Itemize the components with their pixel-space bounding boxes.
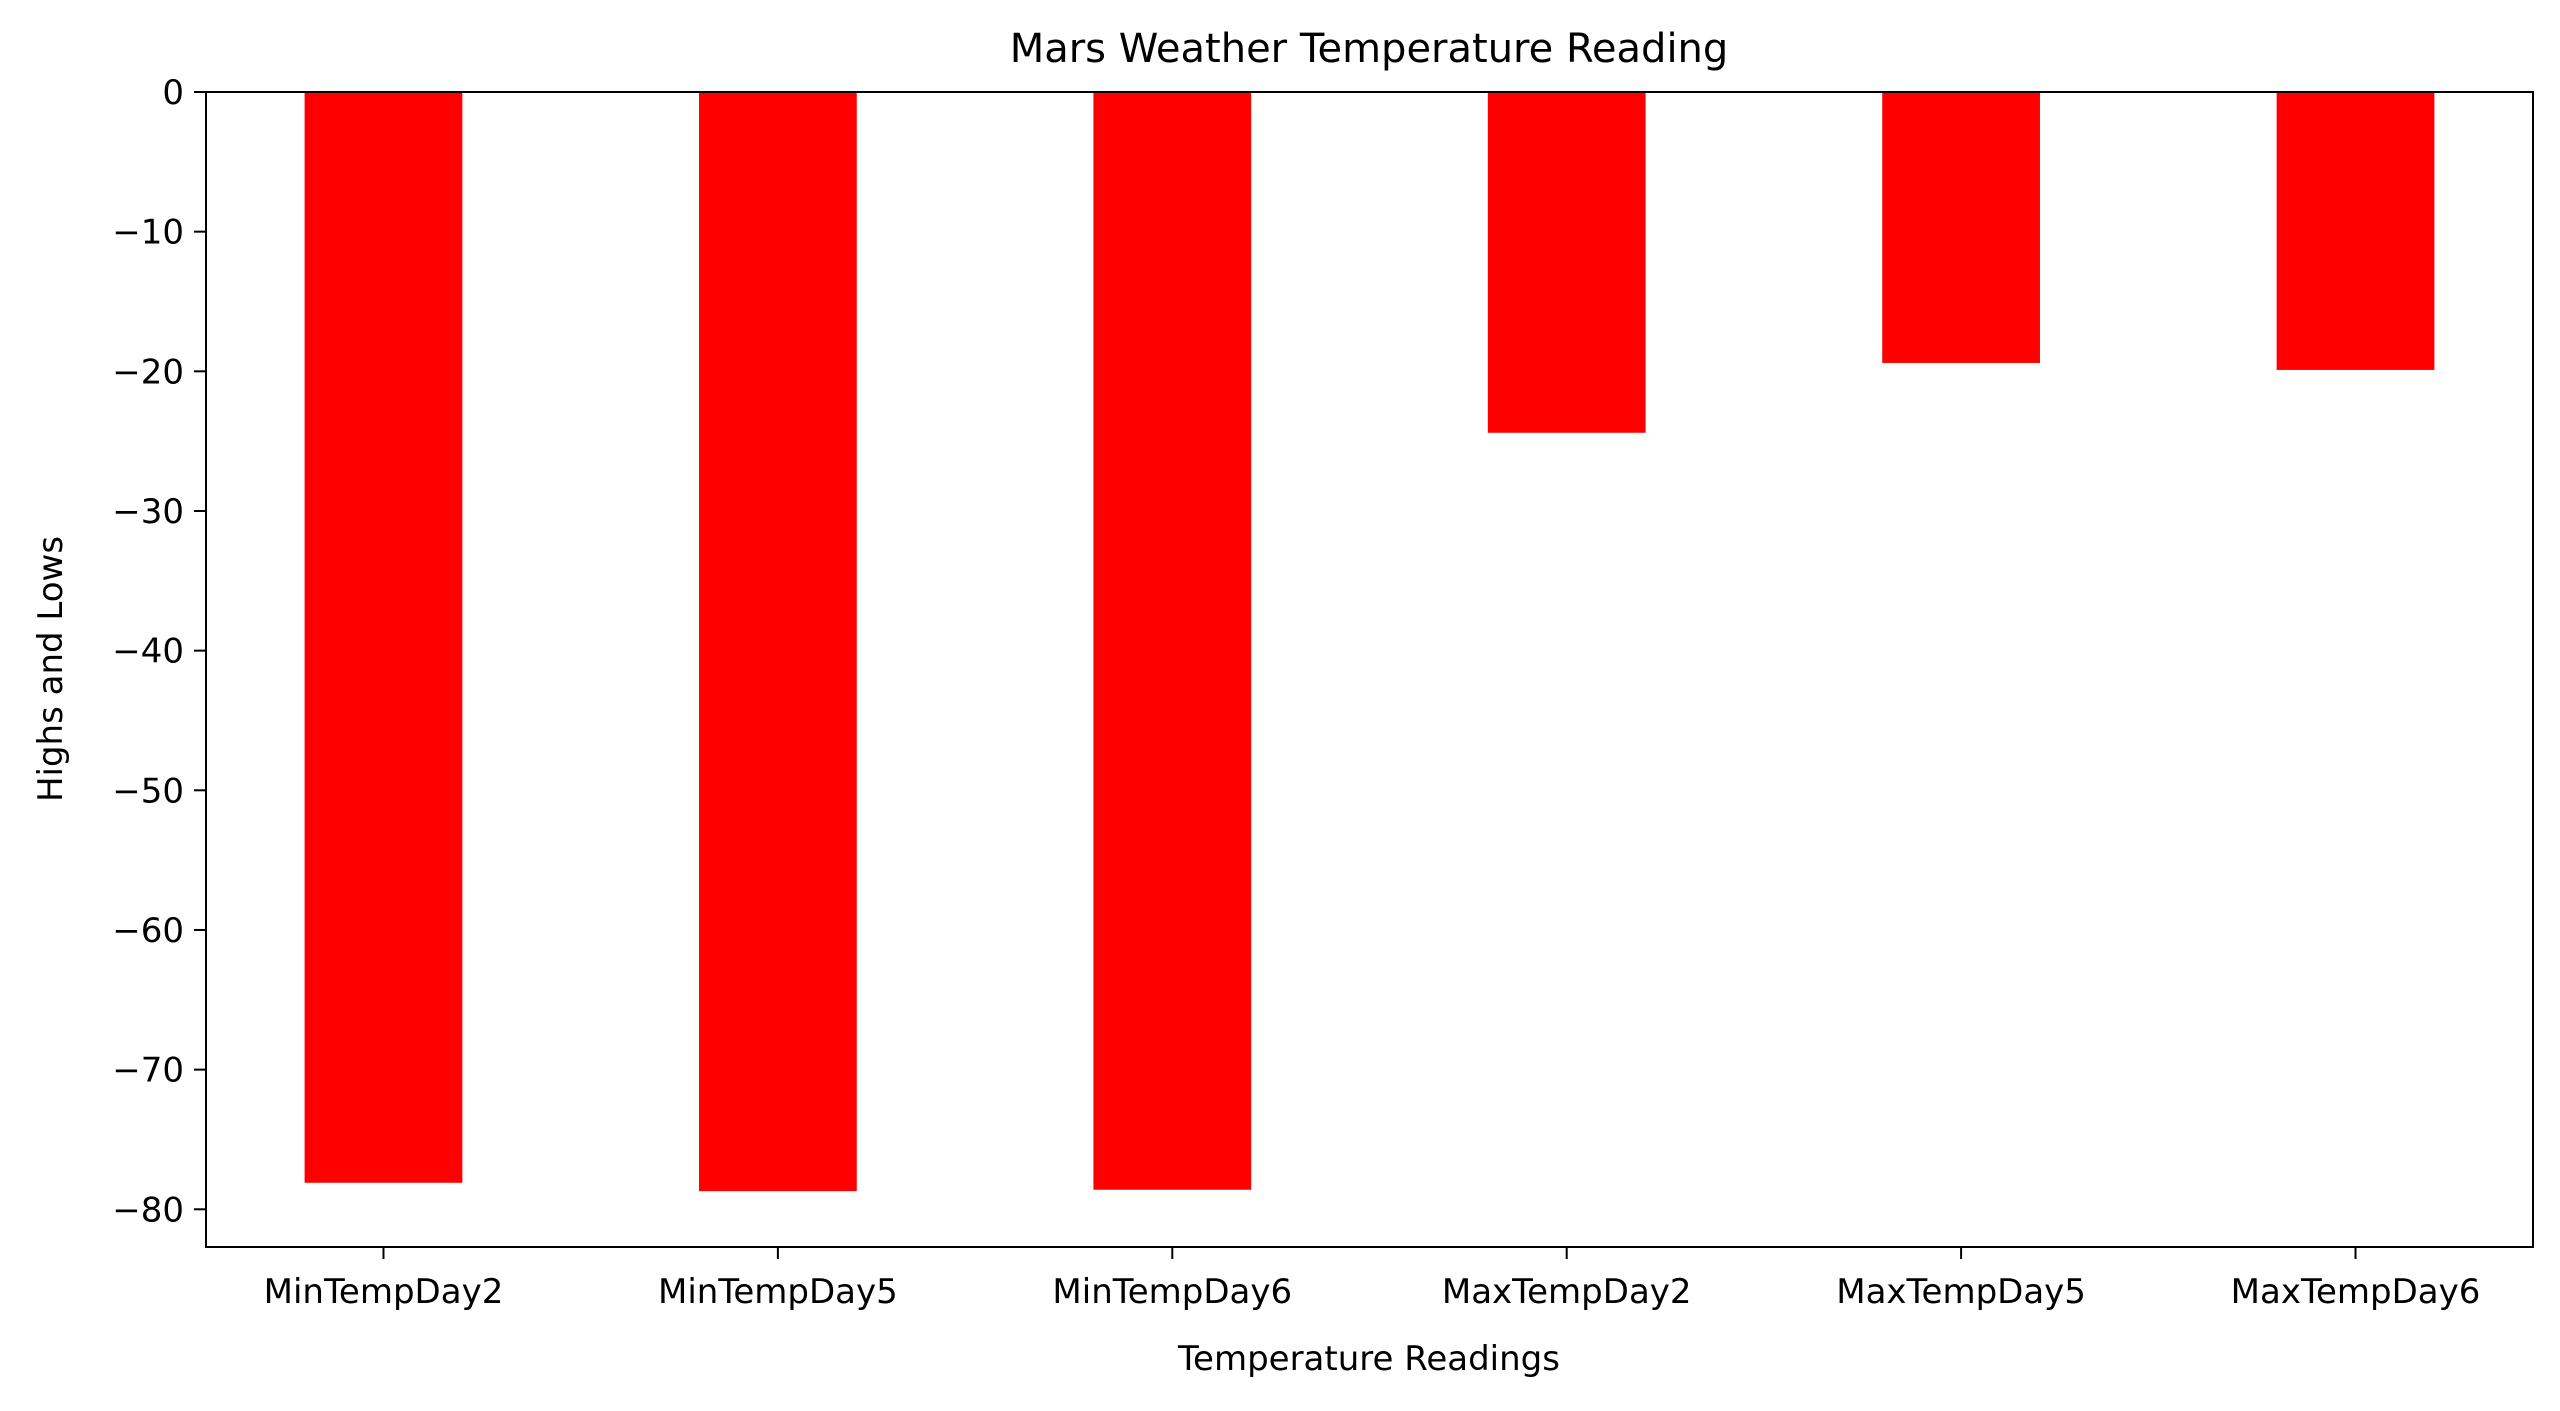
- y-axis-label: Highs and Lows: [31, 536, 71, 802]
- y-tick-label: −30: [112, 492, 184, 532]
- bars-layer: [304, 92, 2435, 1192]
- x-tick-label: MinTempDay2: [264, 1272, 504, 1312]
- y-tick-label: −10: [112, 213, 184, 253]
- chart-title: Mars Weather Temperature Reading: [1010, 26, 1729, 72]
- x-axis-ticks: MinTempDay2 MinTempDay5 MinTempDay6 MaxTemp…: [264, 1247, 2481, 1312]
- y-tick-label: −50: [112, 771, 184, 811]
- y-tick-label: −40: [112, 632, 184, 672]
- y-tick-label: −80: [112, 1190, 184, 1230]
- bar-MaxTempDay6: [2276, 92, 2435, 370]
- y-axis-ticks: 0 −10 −20 −30 −40 −50 −60 −70 −80: [112, 73, 206, 1230]
- plot-frame: [205, 91, 2534, 1248]
- bar-MinTempDay6: [1093, 92, 1252, 1190]
- x-tick-label: MaxTempDay2: [1442, 1272, 1692, 1312]
- bar-MaxTempDay5: [1882, 92, 2040, 363]
- y-tick-label: 0: [162, 73, 184, 113]
- y-tick-label: −20: [112, 352, 184, 392]
- x-tick-label: MaxTempDay6: [2231, 1272, 2481, 1312]
- x-tick-label: MinTempDay5: [658, 1272, 898, 1312]
- bar-MinTempDay2: [304, 92, 463, 1183]
- y-tick-label: −60: [112, 911, 184, 951]
- y-tick-label: −70: [112, 1051, 184, 1091]
- x-tick-label: MaxTempDay5: [1836, 1272, 2086, 1312]
- x-axis-label: Temperature Readings: [1177, 1339, 1560, 1379]
- x-tick-label: MinTempDay6: [1052, 1272, 1292, 1312]
- bar-MaxTempDay2: [1487, 92, 1646, 433]
- bar-MinTempDay5: [699, 92, 857, 1192]
